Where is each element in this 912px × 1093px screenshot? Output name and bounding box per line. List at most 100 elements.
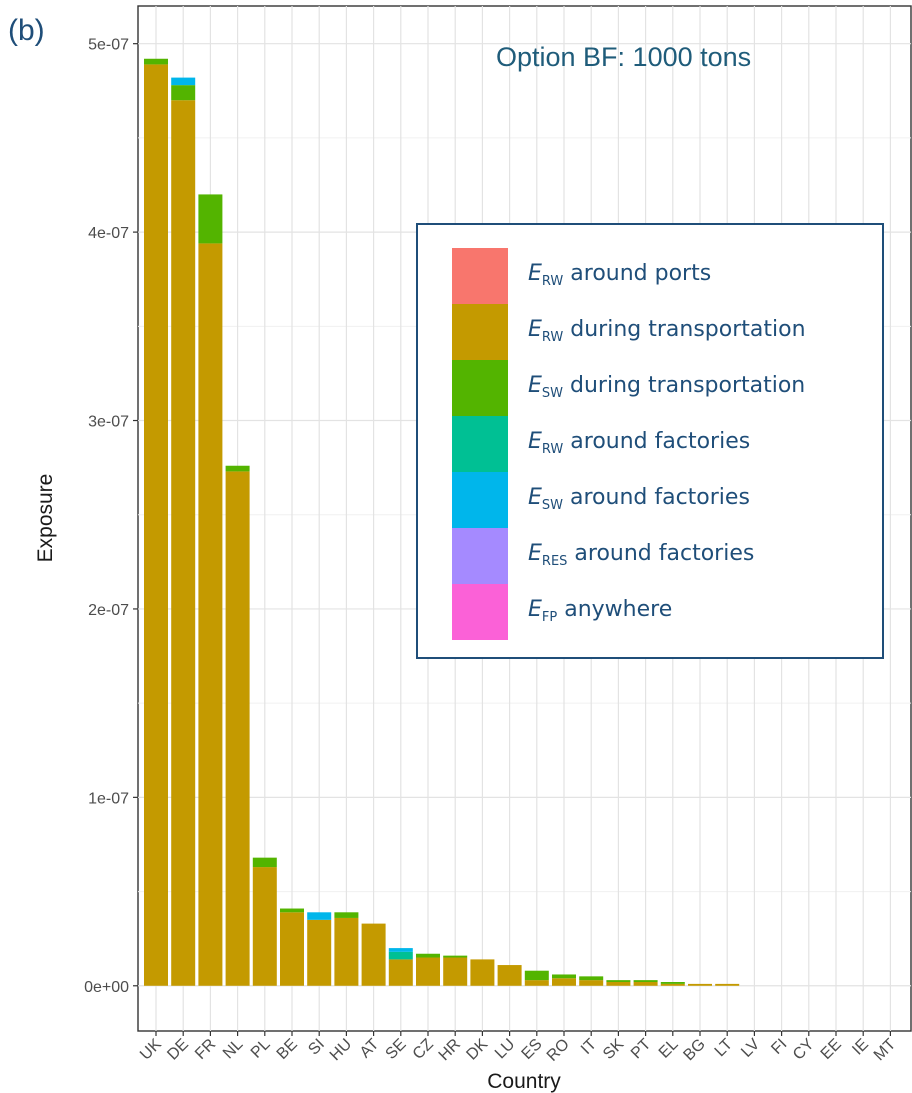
- x-tick-label: CY: [790, 1036, 818, 1064]
- legend-subscript: RES: [541, 554, 568, 569]
- legend-item: ESW during transportation: [452, 360, 872, 416]
- bar-BE-series-2: [280, 908, 304, 913]
- y-tick-label: 5e-07: [88, 37, 129, 54]
- bar-SE-series-3: [388, 951, 413, 960]
- x-tick-label: SE: [383, 1036, 410, 1063]
- y-axis: 0e+00 1e-07 2e-07 3e-07 4e-07 5e-07: [84, 37, 138, 996]
- legend-text: around ports: [563, 261, 712, 286]
- legend-text: around factories: [563, 485, 750, 510]
- bar-HR-series-1: [443, 957, 468, 986]
- legend-subscript: RW: [541, 442, 564, 457]
- bar-BE-series-1: [280, 912, 304, 986]
- bar-NL-series-2: [225, 465, 250, 472]
- x-tick-label: EE: [818, 1036, 845, 1063]
- bar-HU-series-1: [334, 917, 359, 986]
- bar-PL-series-1: [252, 867, 277, 986]
- legend-label: ESW around factories: [528, 485, 750, 513]
- legend-item: ERW during transportation: [452, 304, 872, 360]
- x-tick-label: BG: [680, 1036, 708, 1064]
- legend-label: ERES around factories: [528, 541, 754, 569]
- legend-label: ERW around factories: [528, 429, 750, 457]
- bar-BG-series-1: [688, 983, 712, 986]
- legend: ERW around ports ERW during transportatio…: [416, 223, 884, 659]
- legend-swatch: [452, 304, 508, 360]
- x-tick-label: LT: [712, 1036, 737, 1061]
- x-tick-label: FI: [768, 1036, 790, 1058]
- legend-symbol: E: [528, 541, 542, 566]
- bars: [144, 58, 740, 986]
- legend-subscript: SW: [541, 498, 564, 513]
- x-tick-label: AT: [357, 1036, 383, 1062]
- legend-item: ERES around factories: [452, 528, 872, 584]
- y-tick-label: 3e-07: [88, 414, 129, 431]
- bar-LU-series-1: [497, 965, 522, 986]
- x-tick-label: RO: [544, 1036, 573, 1065]
- bar-AT-series-1: [361, 923, 386, 986]
- legend-text: around factories: [563, 429, 751, 454]
- bar-PT-series-1: [633, 982, 658, 986]
- legend-item: EFP anywhere: [452, 584, 872, 640]
- bar-HU-series-2: [334, 912, 359, 918]
- bar-NL-series-1: [225, 471, 250, 986]
- x-tick-label: BE: [274, 1036, 301, 1063]
- legend-subscript: RW: [541, 274, 564, 289]
- y-tick-label: 2e-07: [88, 602, 129, 619]
- x-tick-label: EL: [656, 1036, 682, 1062]
- x-tick-label: LU: [492, 1036, 518, 1062]
- bar-HR-series-2: [443, 955, 468, 958]
- bar-SE-series-4: [388, 948, 413, 952]
- legend-symbol: E: [528, 597, 542, 622]
- x-axis-label: Country: [487, 1070, 561, 1093]
- legend-symbol: E: [528, 317, 542, 342]
- bar-PT-series-2: [633, 980, 658, 983]
- y-tick-label: 1e-07: [88, 790, 129, 807]
- legend-swatch: [452, 528, 508, 584]
- y-tick-label: 4e-07: [88, 225, 129, 242]
- bar-EL-series-2: [660, 982, 685, 984]
- bar-ES-series-2: [524, 970, 549, 981]
- y-axis-label: Exposure: [34, 474, 57, 563]
- y-tick-label: 0e+00: [84, 979, 129, 996]
- bar-CZ-series-1: [416, 957, 440, 986]
- x-tick-label: CZ: [410, 1036, 437, 1063]
- bar-CZ-series-2: [416, 953, 440, 958]
- bar-FR-series-1: [198, 243, 223, 986]
- legend-swatch: [452, 416, 508, 472]
- legend-symbol: E: [528, 373, 542, 398]
- bar-SK-series-1: [606, 982, 631, 986]
- x-tick-label: FR: [192, 1036, 219, 1063]
- legend-subscript: SW: [541, 386, 564, 401]
- x-tick-label: PL: [248, 1036, 274, 1062]
- legend-label: ERW during transportation: [528, 317, 806, 345]
- x-tick-label: PT: [628, 1036, 655, 1063]
- bar-DE-series-1: [171, 100, 196, 986]
- bar-RO-series-1: [552, 978, 576, 986]
- bar-SI-series-1: [307, 919, 332, 986]
- bar-PL-series-2: [252, 857, 277, 868]
- legend-label: ESW during transportation: [528, 373, 805, 401]
- bar-SI-series-4: [307, 912, 332, 920]
- x-tick-label: SI: [305, 1036, 328, 1059]
- legend-swatch: [452, 584, 508, 640]
- x-tick-label: IT: [578, 1036, 600, 1058]
- bar-UK-series-2: [144, 58, 168, 65]
- legend-subscript: FP: [541, 610, 558, 625]
- bar-SE-series-1: [388, 959, 413, 986]
- x-tick-label: MT: [871, 1036, 900, 1065]
- legend-label: ERW around ports: [528, 261, 711, 289]
- legend-text: anywhere: [557, 597, 673, 622]
- legend-symbol: E: [528, 429, 542, 454]
- legend-symbol: E: [528, 261, 542, 286]
- legend-swatch: [452, 360, 508, 416]
- bar-DK-series-1: [470, 959, 495, 986]
- bar-DE-series-2: [171, 85, 196, 101]
- legend-swatch: [452, 248, 508, 304]
- panel-label: (b): [8, 14, 45, 47]
- legend-subscript: RW: [541, 330, 564, 345]
- legend-symbol: E: [528, 485, 542, 510]
- legend-text: around factories: [567, 541, 755, 566]
- legend-item: ERW around factories: [452, 416, 872, 472]
- legend-text: during transportation: [563, 317, 806, 342]
- x-tick-label: ES: [519, 1036, 546, 1063]
